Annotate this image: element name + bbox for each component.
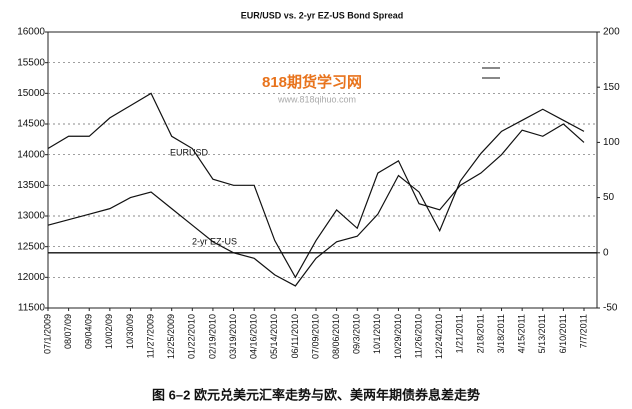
x-tick-label: 08/06/2010 <box>331 314 341 359</box>
caption: 图 6–2 欧元兑美元汇率走势与欧、美两年期债券息差走势 <box>152 387 480 402</box>
x-tick-label: 05/14/2010 <box>269 314 279 359</box>
series-line <box>47 108 585 287</box>
y-tick-label: 15000 <box>17 88 45 99</box>
x-tick-label: 10/30/09 <box>125 314 135 349</box>
x-tick-label: 09/04/09 <box>84 314 94 349</box>
y-tick-label: 15500 <box>17 57 45 68</box>
x-tick-label: 10/1/2010 <box>372 314 382 354</box>
x-tick-label: 08/07/09 <box>63 314 73 349</box>
x-tick-label: 01/22/2010 <box>187 314 197 359</box>
x-tick-label: 10/29/2010 <box>393 314 403 359</box>
y-tick-label: 11500 <box>18 303 46 314</box>
x-tick-label: 3/18/2011 <box>496 314 506 353</box>
y-tick-label: 12000 <box>17 272 45 283</box>
watermark-url: www.818qihuo.com <box>277 94 356 104</box>
x-tick-label: 07/09/2010 <box>310 314 320 359</box>
x-tick-label: 6/10/2011 <box>558 314 568 353</box>
y2-tick-label: 200 <box>603 27 620 38</box>
y2-tick-label: -50 <box>603 303 618 314</box>
x-tick-label: 10/02/09 <box>104 314 114 349</box>
x-tick-label: 11/26/2010 <box>413 314 423 358</box>
series-annotation: 2-yr EZ-US <box>192 236 237 246</box>
x-tick-label: 07/1/2009 <box>42 314 52 354</box>
x-tick-label: 11/27/2009 <box>145 314 155 358</box>
y2-tick-label: 100 <box>603 137 620 148</box>
x-tick-label: 09/3/2010 <box>352 314 362 354</box>
x-tick-label: 12/24/2010 <box>434 314 444 359</box>
series-line <box>47 92 585 279</box>
watermark: 818期货学习网 <box>262 73 362 91</box>
series-annotation: EURUSD <box>170 147 209 157</box>
y-tick-label: 13000 <box>17 211 45 222</box>
y-tick-label: 12500 <box>17 241 45 252</box>
y2-tick-label: 150 <box>603 82 620 93</box>
x-tick-label: 12/25/2009 <box>166 314 176 359</box>
x-tick-label: 1/21/2011 <box>455 314 465 353</box>
chart-title: EUR/USD vs. 2-yr EZ-US Bond Spread <box>241 10 404 20</box>
y-tick-label: 14000 <box>17 149 45 160</box>
y2-tick-label: 0 <box>603 247 609 258</box>
x-tick-label: 7/7/2011 <box>578 314 588 348</box>
x-tick-label: 04/16/2010 <box>249 314 259 359</box>
x-tick-label: 4/15/2011 <box>517 314 527 353</box>
x-tick-label: 5/13/2011 <box>537 314 547 353</box>
plot-frame <box>47 31 598 309</box>
y2-tick-label: 50 <box>603 192 615 203</box>
y-tick-label: 13500 <box>17 180 45 191</box>
x-tick-label: 06/11/2010 <box>290 314 300 358</box>
y-tick-label: 14500 <box>17 119 45 130</box>
x-tick-label: 02/19/2010 <box>207 314 217 359</box>
x-tick-label: 2/18/2011 <box>475 314 485 353</box>
y-tick-label: 16000 <box>17 27 45 38</box>
x-tick-label: 03/19/2010 <box>228 314 238 359</box>
